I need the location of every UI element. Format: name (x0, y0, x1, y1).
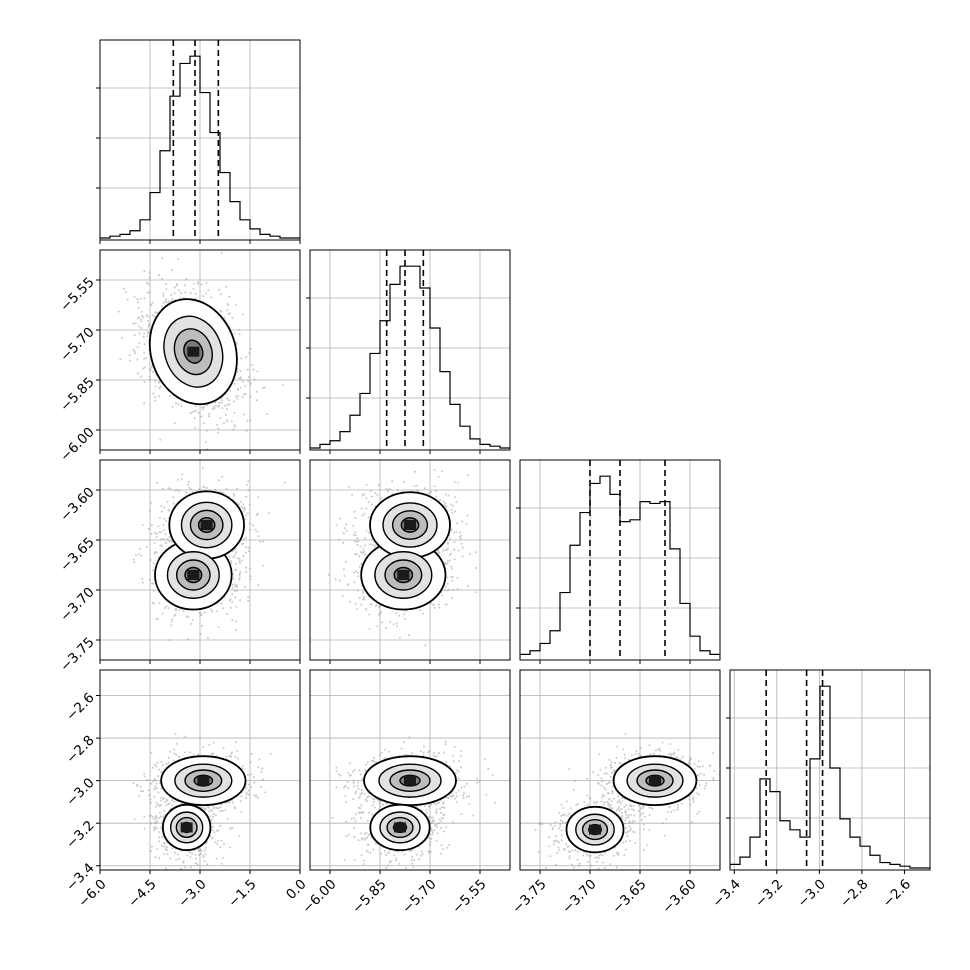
x-tick-label: −3.0 (795, 876, 829, 910)
panel-frame (99, 39, 301, 241)
x-tick-label: −1.5 (225, 876, 259, 910)
density-peak (180, 822, 193, 833)
y-tick-label: −2.6 (63, 690, 97, 724)
y-tick-label: −5.85 (57, 374, 98, 415)
x-tick-label: −3.60 (659, 876, 700, 917)
y-tick-label: −3.70 (57, 584, 98, 625)
density-peak (394, 822, 406, 833)
panel-3-0: −3.4−3.2−3.0−2.8−2.6−6.0 −4.5 −3.0 −1.5 0.0 (63, 669, 310, 911)
panel-2-2 (516, 459, 721, 664)
density-peak (649, 775, 661, 786)
density-peak (187, 346, 200, 357)
y-tick-label: −3.65 (57, 534, 98, 575)
density-peak (197, 775, 210, 786)
x-tick-label: −5.70 (399, 876, 440, 917)
y-tick-label: −5.55 (57, 274, 98, 315)
panel-frame (519, 669, 721, 871)
y-tick-label: −5.70 (57, 324, 98, 365)
scatter-points (534, 732, 720, 870)
y-tick-label: −3.75 (57, 634, 98, 675)
panel-1-1 (306, 249, 511, 454)
histogram-step (310, 265, 510, 449)
x-tick-label: −4.5 (125, 876, 159, 910)
panel-frame (519, 459, 721, 661)
x-tick-label: −3.70 (559, 876, 600, 917)
panel-frame (99, 459, 301, 661)
y-tick-label: −3.0 (63, 775, 97, 809)
x-tick-label: −3.75 (509, 876, 550, 917)
x-tick-label: −5.85 (349, 876, 390, 917)
density-peak (187, 570, 200, 580)
panel-frame (729, 669, 931, 871)
x-tick-label: −3.4 (709, 876, 743, 910)
y-tick-label: −2.8 (63, 732, 97, 766)
x-tick-label: −2.6 (880, 876, 914, 910)
x-tick-label: −3.65 (609, 876, 650, 917)
density-peak (589, 824, 601, 835)
histogram-step (520, 475, 720, 658)
y-tick-label: −6.00 (57, 424, 98, 465)
panel-2-0: −3.75 −3.70 −3.65 −3.60 (57, 459, 301, 675)
density-peak (404, 520, 416, 530)
panel-frame (99, 669, 301, 871)
panel-1-0: −6.00 −5.85 −5.70 −5.55 (57, 249, 301, 465)
density-peak (397, 570, 410, 580)
panel-frame (309, 669, 511, 871)
y-tick-label: −3.60 (57, 484, 98, 525)
x-tick-label: −6.00 (299, 876, 340, 917)
x-tick-label: −2.8 (837, 876, 871, 910)
x-tick-label: −3.2 (752, 876, 786, 910)
panel-3-3: −3.4 −3.2 −3.0 −2.8 −2.6 (709, 669, 931, 911)
x-tick-label: −3.0 (175, 876, 209, 910)
x-tick-label: −5.55 (449, 876, 490, 917)
density-peak (404, 775, 416, 786)
panel-frame (99, 249, 301, 451)
panel-3-2: −3.75 −3.70 −3.65 −3.60 (509, 669, 721, 917)
panel-frame (309, 459, 511, 661)
panel-frame (309, 249, 511, 451)
y-tick-label: −3.2 (63, 818, 97, 852)
histogram-step (100, 55, 300, 239)
panel-0-0 (96, 39, 301, 244)
histogram-step (730, 685, 930, 869)
panel-2-1 (309, 459, 511, 664)
panel-3-1: −6.00 −5.85 −5.70 −5.55 (299, 669, 511, 917)
density-peak (200, 520, 213, 530)
